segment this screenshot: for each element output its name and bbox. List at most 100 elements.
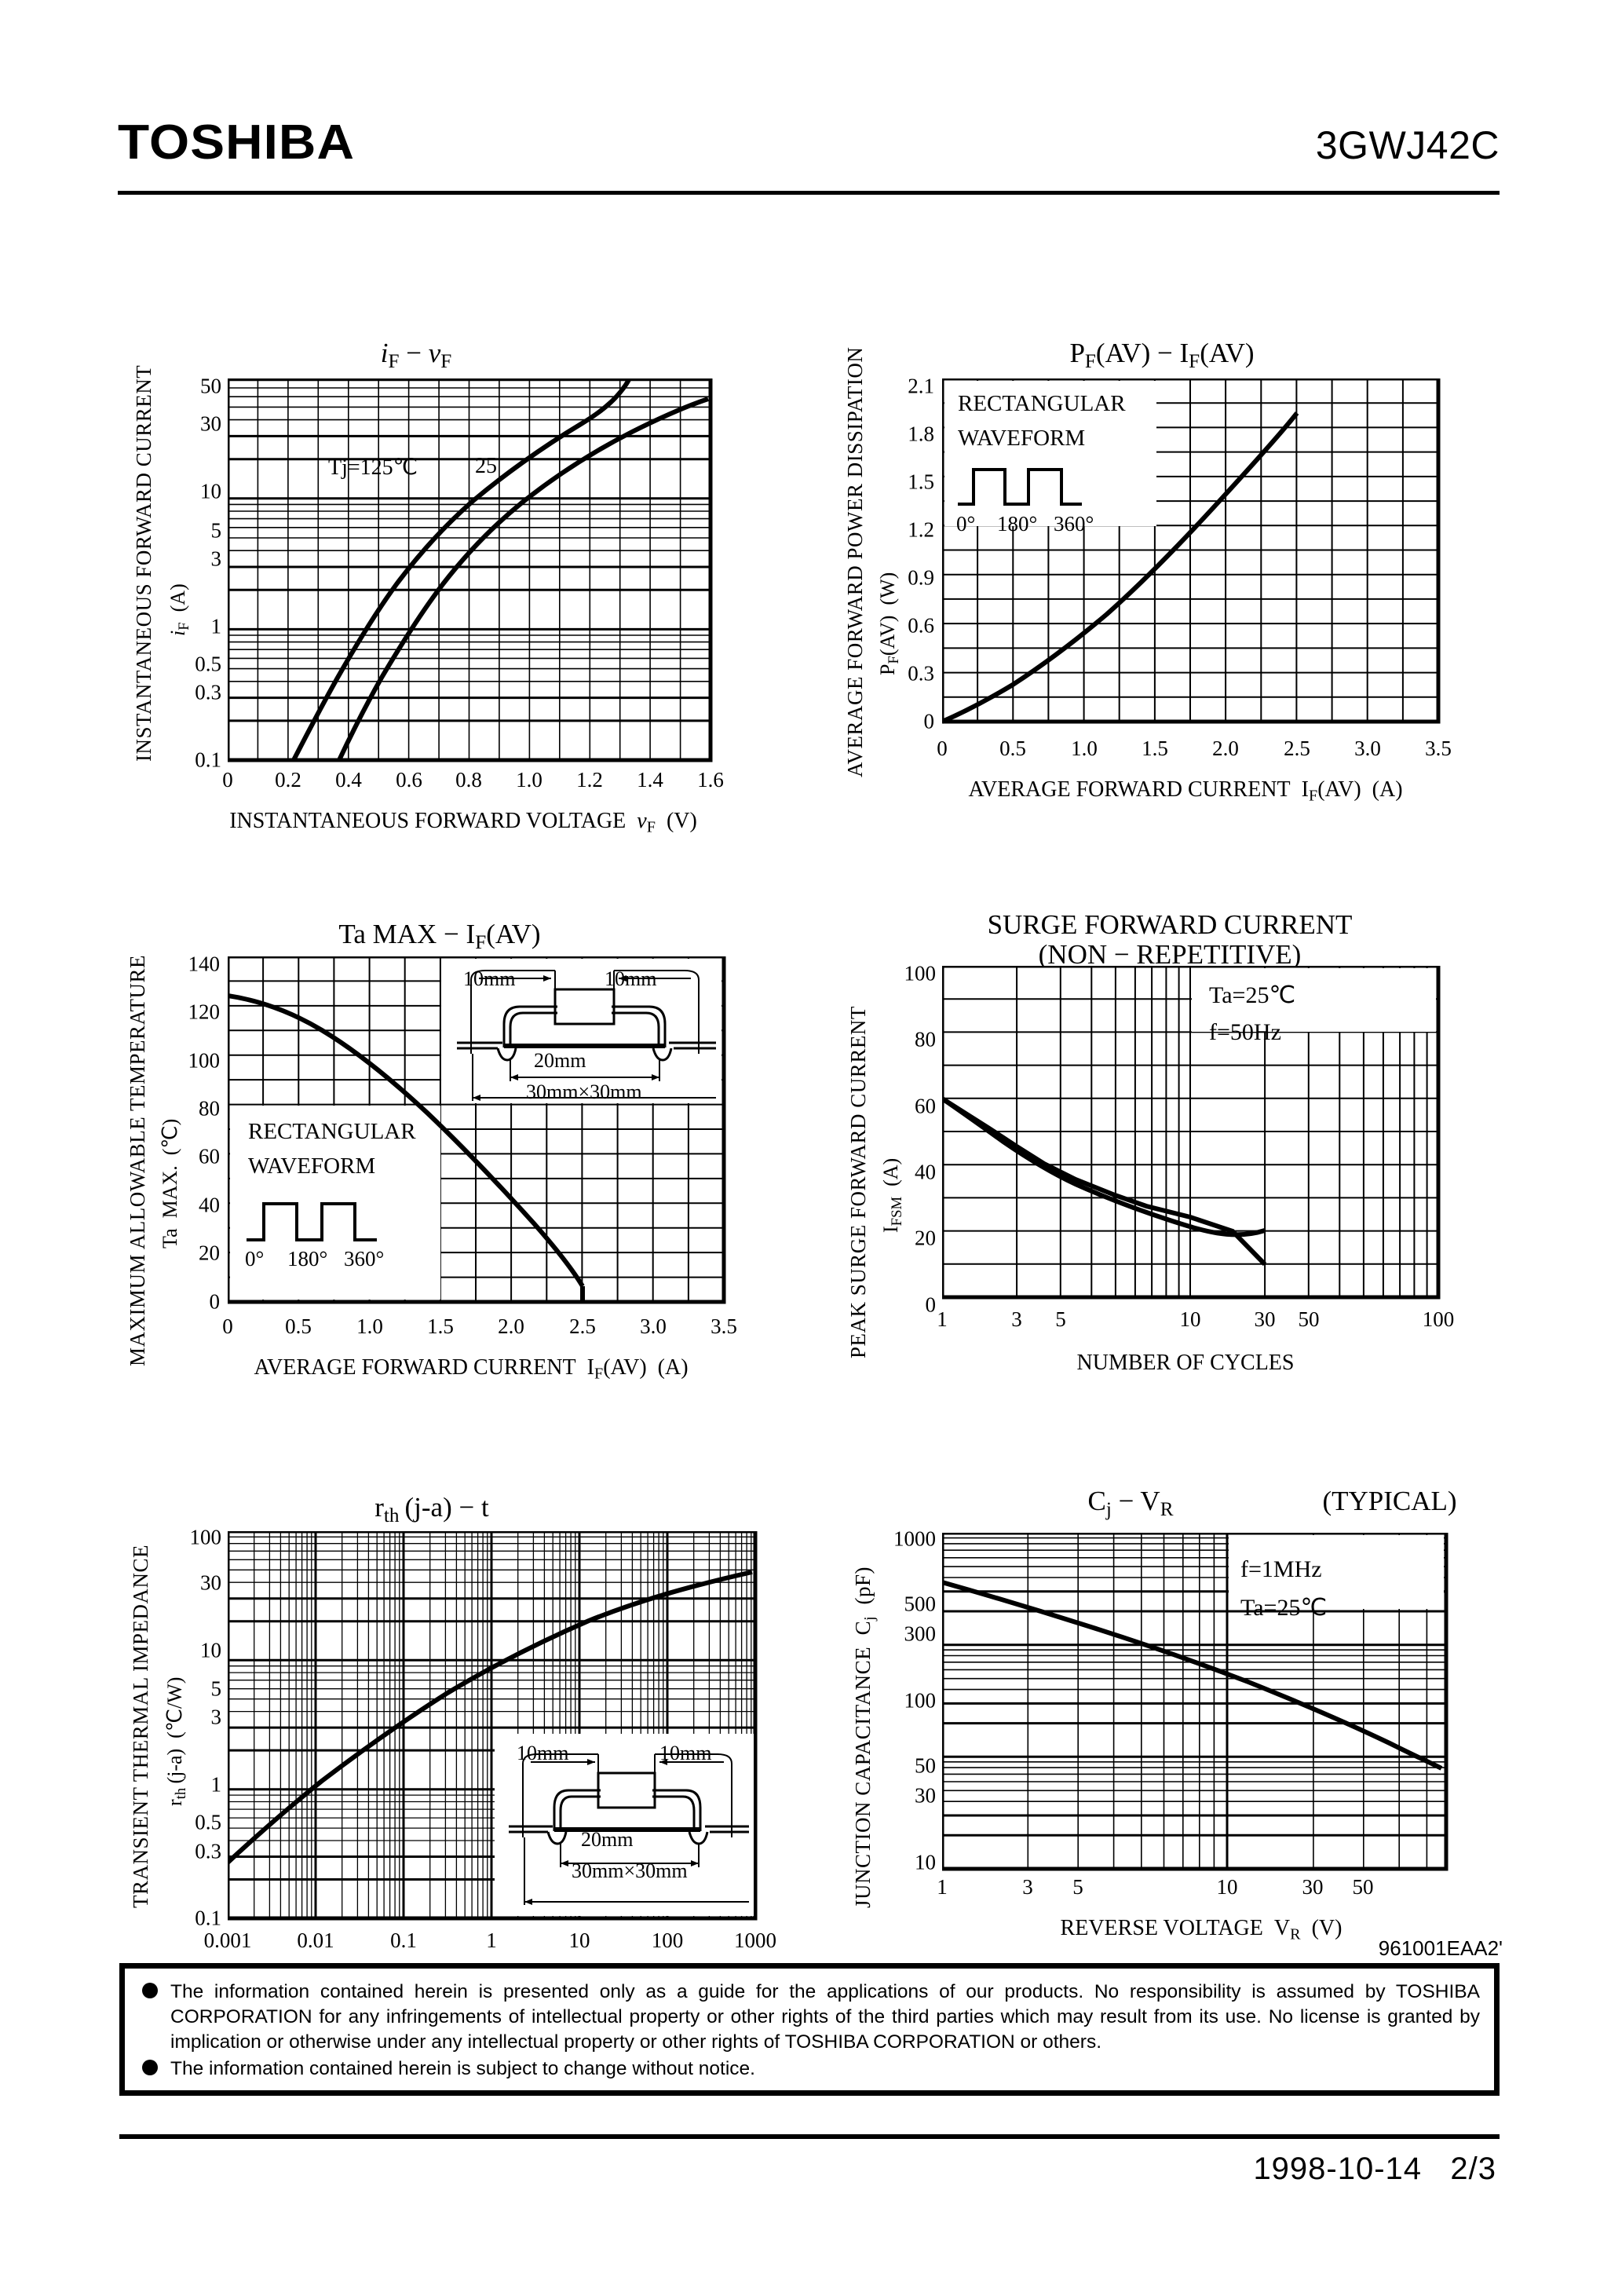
chart-title: rth (j-a) − t [374,1492,489,1527]
inset-title-1: RECTANGULAR [248,1119,416,1144]
x-axis-label: AVERAGE FORWARD CURRENT IF(AV) (A) [968,777,1403,805]
footer-rule [119,2134,1500,2139]
chart-pfav-ifav: PF(AV) − IF(AV) AVERAGE FORWARD POWER DI… [832,338,1539,872]
x-tick: 30 [1254,1307,1276,1331]
x-tick: 3.0 [1354,737,1381,760]
y-tick: 3 [210,547,222,571]
inset-title-2: WAVEFORM [958,426,1086,451]
y-tick: 0.5 [195,652,221,676]
y-tick: 0.3 [195,1839,221,1863]
y-tick: 20 [199,1241,220,1265]
x-tick: 100 [651,1929,684,1952]
curve-ifsm [942,1096,1266,1238]
inset-mount-label-30mm: 30mm×30mm [526,1080,642,1103]
y-tick: 30 [200,411,221,436]
x-tick: 0.6 [396,768,422,792]
y-tick: 1 [210,614,222,638]
x-tick: 5 [1072,1875,1083,1899]
inset-title-1: RECTANGULAR [958,391,1126,416]
y-tick: 100 [189,1525,222,1549]
y-tick: 0 [209,1289,221,1314]
x-tick: 3 [1011,1307,1022,1331]
disclaimer-item-2: The information contained herein is subj… [139,2057,1480,2082]
chart-surge-forward-current: SURGE FORWARD CURRENT (NON − REPETITIVE)… [832,909,1539,1468]
condition-f: f=1MHz [1240,1556,1322,1582]
inset-label-0deg: 0° [956,512,976,536]
y-tick: 60 [915,1094,936,1118]
rectangular-waveform-icon [958,468,1082,506]
x-tick: 0.1 [390,1929,417,1952]
y-tick: 0.1 [195,1906,221,1930]
mounting-diagram-icon [457,970,716,1101]
chart-title: PF(AV) − IF(AV) [1069,338,1255,373]
x-tick: 3.0 [640,1314,667,1338]
inset-label-180deg: 180° [997,512,1038,536]
y-axis-label-unit: Ta MAX. (℃) [159,1118,181,1249]
y-tick: 60 [199,1144,220,1168]
x-tick: 1 [937,1875,948,1899]
y-tick: 20 [915,1226,936,1250]
chart-tamax-ifav: Ta MAX − IF(AV) MAXIMUM ALLOWABLE TEMPER… [118,919,824,1468]
plot-area [228,1531,758,1921]
y-tick: 3 [210,1705,222,1729]
x-tick: 10 [568,1929,590,1952]
y-tick: 1000 [893,1526,936,1551]
chart-title: iF − vF [380,338,452,373]
inset-mount-label-10mm-right: 10mm [659,1742,712,1764]
x-tick: 0.5 [999,737,1026,760]
y-tick: 100 [904,1688,937,1713]
x-tick: 0.5 [285,1314,312,1338]
plot-area [942,1533,1448,1871]
annotation-tj125: Tj=125℃ [328,455,418,480]
x-tick: 1.5 [427,1314,454,1338]
page-header: TOSHIBA 3GWJ42C [118,110,1500,188]
plot-area [942,378,1441,724]
x-tick: 0 [937,737,948,760]
y-tick: 120 [188,1000,221,1024]
y-tick: 1.2 [908,517,934,542]
y-tick: 0.3 [195,680,221,704]
x-tick: 1.5 [1142,737,1168,760]
curve-rth [228,1570,753,1865]
document-code: 961001EAA2' [1378,1936,1503,1960]
x-tick: 1.4 [637,768,663,792]
inset-mount-label-20mm: 20mm [534,1049,586,1072]
mounting-diagram-icon [509,1753,749,1905]
x-tick: 1000 [734,1929,776,1952]
chart-cj-vr: Cj − VR (TYPICAL) JUNCTION CAPACITANCE C… [832,1486,1539,2042]
inset-mount-label-20mm: 20mm [581,1828,634,1851]
header-rule [118,191,1500,195]
x-tick: 10 [1216,1875,1238,1899]
footer-page: 2/3 [1450,2152,1496,2186]
y-tick: 80 [199,1096,220,1121]
x-tick: 3.5 [711,1314,737,1338]
y-tick: 80 [915,1027,936,1051]
x-tick: 0.8 [455,768,482,792]
x-tick: 2.0 [498,1314,524,1338]
inset-mount-label-10mm-right: 10mm [605,967,657,990]
chart-title-suffix: (TYPICAL) [1322,1486,1457,1516]
inset-mount-label-10mm-left: 10mm [517,1742,569,1764]
x-tick: 3 [1022,1875,1033,1899]
x-tick: 2.5 [569,1314,596,1338]
inset-mount-label-10mm-left: 10mm [463,967,516,990]
y-tick: 30 [200,1570,221,1595]
x-tick: 1.2 [576,768,603,792]
x-tick: 5 [1055,1307,1066,1331]
y-tick: 0.5 [195,1810,221,1834]
y-tick: 50 [915,1753,936,1778]
curve-pfav [942,411,1299,724]
x-tick: 1.0 [1071,737,1098,760]
x-tick: 1.0 [516,768,542,792]
x-axis-label: INSTANTANEOUS FORWARD VOLTAGE vF (V) [229,809,697,836]
toshiba-logo: TOSHIBA [118,115,355,170]
part-number: 3GWJ42C [1315,123,1500,167]
plot-area [228,378,713,762]
chart-rth-t: rth (j-a) − t TRANSIENT THERMAL IMPEDANC… [118,1492,824,2042]
chart-title-line1: SURGE FORWARD CURRENT [987,909,1353,940]
y-tick: 100 [904,961,937,985]
x-tick: 1.0 [356,1314,383,1338]
y-tick: 1.8 [908,422,934,446]
x-tick: 0.4 [335,768,362,792]
